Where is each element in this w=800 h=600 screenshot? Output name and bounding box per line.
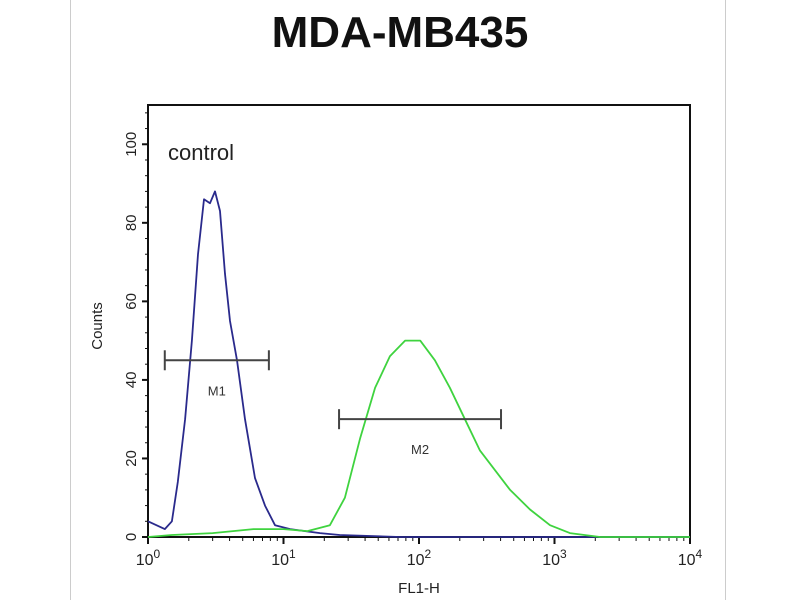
y-tick-label: 0 (123, 533, 140, 541)
x-tick-base: 10 (136, 552, 154, 569)
y-axis-label: Counts (89, 302, 106, 350)
control-label: control (168, 140, 234, 165)
control-histogram-line (147, 190, 690, 538)
sample-histogram-line (147, 339, 690, 538)
y-tick-label: 60 (123, 293, 140, 310)
x-tick-label: 102 (407, 547, 432, 569)
x-tick-label: 104 (678, 547, 703, 569)
y-tick-label: 40 (123, 372, 140, 389)
y-tick-label: 100 (123, 132, 140, 157)
x-tick-exponent: 4 (696, 547, 703, 561)
x-tick-exponent: 3 (560, 547, 567, 561)
marker-label: M1 (208, 383, 226, 398)
x-tick-exponent: 0 (154, 547, 161, 561)
x-tick-label: 103 (542, 547, 567, 569)
x-tick-base: 10 (542, 552, 560, 569)
y-tick-label: 20 (123, 450, 140, 467)
x-tick-base: 10 (271, 552, 289, 569)
x-tick-label: 101 (271, 547, 296, 569)
x-tick-label: 100 (136, 547, 161, 569)
x-tick-exponent: 1 (289, 547, 296, 561)
figure-frame (70, 0, 726, 600)
x-tick-base: 10 (678, 552, 696, 569)
y-tick-label: 80 (123, 214, 140, 231)
x-tick-exponent: 2 (425, 547, 432, 561)
chart-title: MDA-MB435 (271, 8, 529, 57)
marker-label: M2 (411, 442, 429, 457)
x-axis-label: FL1-H (398, 580, 440, 597)
x-tick-base: 10 (407, 552, 425, 569)
